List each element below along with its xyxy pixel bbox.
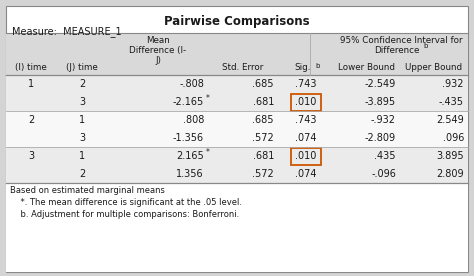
Text: b: b — [315, 63, 319, 69]
Bar — [6, 183, 468, 272]
Text: Upper Bound: Upper Bound — [405, 63, 463, 72]
Text: 3: 3 — [28, 151, 34, 161]
Text: Measure:  MEASURE_1: Measure: MEASURE_1 — [12, 26, 122, 37]
Text: -.435: -.435 — [439, 97, 464, 107]
Text: (J) time: (J) time — [66, 63, 98, 72]
Text: Sig.: Sig. — [295, 63, 311, 72]
Text: -.808: -.808 — [179, 79, 204, 89]
Text: Mean: Mean — [146, 36, 170, 45]
Text: .074: .074 — [295, 133, 317, 143]
Bar — [6, 93, 468, 111]
Text: J): J) — [155, 56, 161, 65]
Text: Difference: Difference — [374, 46, 419, 55]
Text: .681: .681 — [253, 97, 274, 107]
Text: .743: .743 — [295, 115, 317, 125]
Text: .808: .808 — [182, 115, 204, 125]
Text: .572: .572 — [252, 133, 274, 143]
Text: .010: .010 — [295, 97, 317, 107]
Text: *: * — [206, 147, 210, 156]
Text: *. The mean difference is significant at the .05 level.: *. The mean difference is significant at… — [10, 198, 242, 207]
Text: 3: 3 — [79, 133, 85, 143]
Text: 2: 2 — [79, 169, 85, 179]
Text: 95% Confidence Interval for: 95% Confidence Interval for — [340, 36, 462, 45]
Text: Pairwise Comparisons: Pairwise Comparisons — [164, 15, 310, 28]
Text: -3.895: -3.895 — [365, 97, 396, 107]
Text: *: * — [206, 94, 210, 102]
Text: -.932: -.932 — [371, 115, 396, 125]
Text: 1.356: 1.356 — [176, 169, 204, 179]
Text: 1: 1 — [79, 151, 85, 161]
Text: 2.165: 2.165 — [176, 151, 204, 161]
Text: (I) time: (I) time — [15, 63, 47, 72]
Text: .932: .932 — [443, 79, 464, 89]
Text: .743: .743 — [295, 79, 317, 89]
Text: .685: .685 — [253, 79, 274, 89]
Bar — [6, 33, 468, 75]
Text: -2.165: -2.165 — [173, 97, 204, 107]
Text: .435: .435 — [374, 151, 396, 161]
Text: 1: 1 — [79, 115, 85, 125]
Text: .572: .572 — [252, 169, 274, 179]
Text: 1: 1 — [28, 79, 34, 89]
Text: Based on estimated marginal means: Based on estimated marginal means — [10, 186, 165, 195]
Text: 2.549: 2.549 — [436, 115, 464, 125]
Text: .074: .074 — [295, 169, 317, 179]
Text: 2: 2 — [79, 79, 85, 89]
Text: -1.356: -1.356 — [173, 133, 204, 143]
Text: Difference (I-: Difference (I- — [129, 46, 187, 55]
Text: 3: 3 — [79, 97, 85, 107]
Bar — [6, 165, 468, 183]
Text: 3.895: 3.895 — [437, 151, 464, 161]
Text: -2.549: -2.549 — [365, 79, 396, 89]
Text: .681: .681 — [253, 151, 274, 161]
Text: -.096: -.096 — [371, 169, 396, 179]
Text: .010: .010 — [295, 151, 317, 161]
Text: 2.809: 2.809 — [437, 169, 464, 179]
Text: b. Adjustment for multiple comparisons: Bonferroni.: b. Adjustment for multiple comparisons: … — [10, 210, 239, 219]
Bar — [6, 129, 468, 147]
Text: b: b — [423, 43, 428, 49]
Text: .096: .096 — [443, 133, 464, 143]
Text: 2: 2 — [28, 115, 34, 125]
Text: .685: .685 — [253, 115, 274, 125]
Bar — [6, 147, 468, 165]
Bar — [6, 75, 468, 93]
Text: -2.809: -2.809 — [365, 133, 396, 143]
Text: Std. Error: Std. Error — [222, 63, 264, 72]
Bar — [6, 111, 468, 129]
Text: Lower Bound: Lower Bound — [338, 63, 395, 72]
